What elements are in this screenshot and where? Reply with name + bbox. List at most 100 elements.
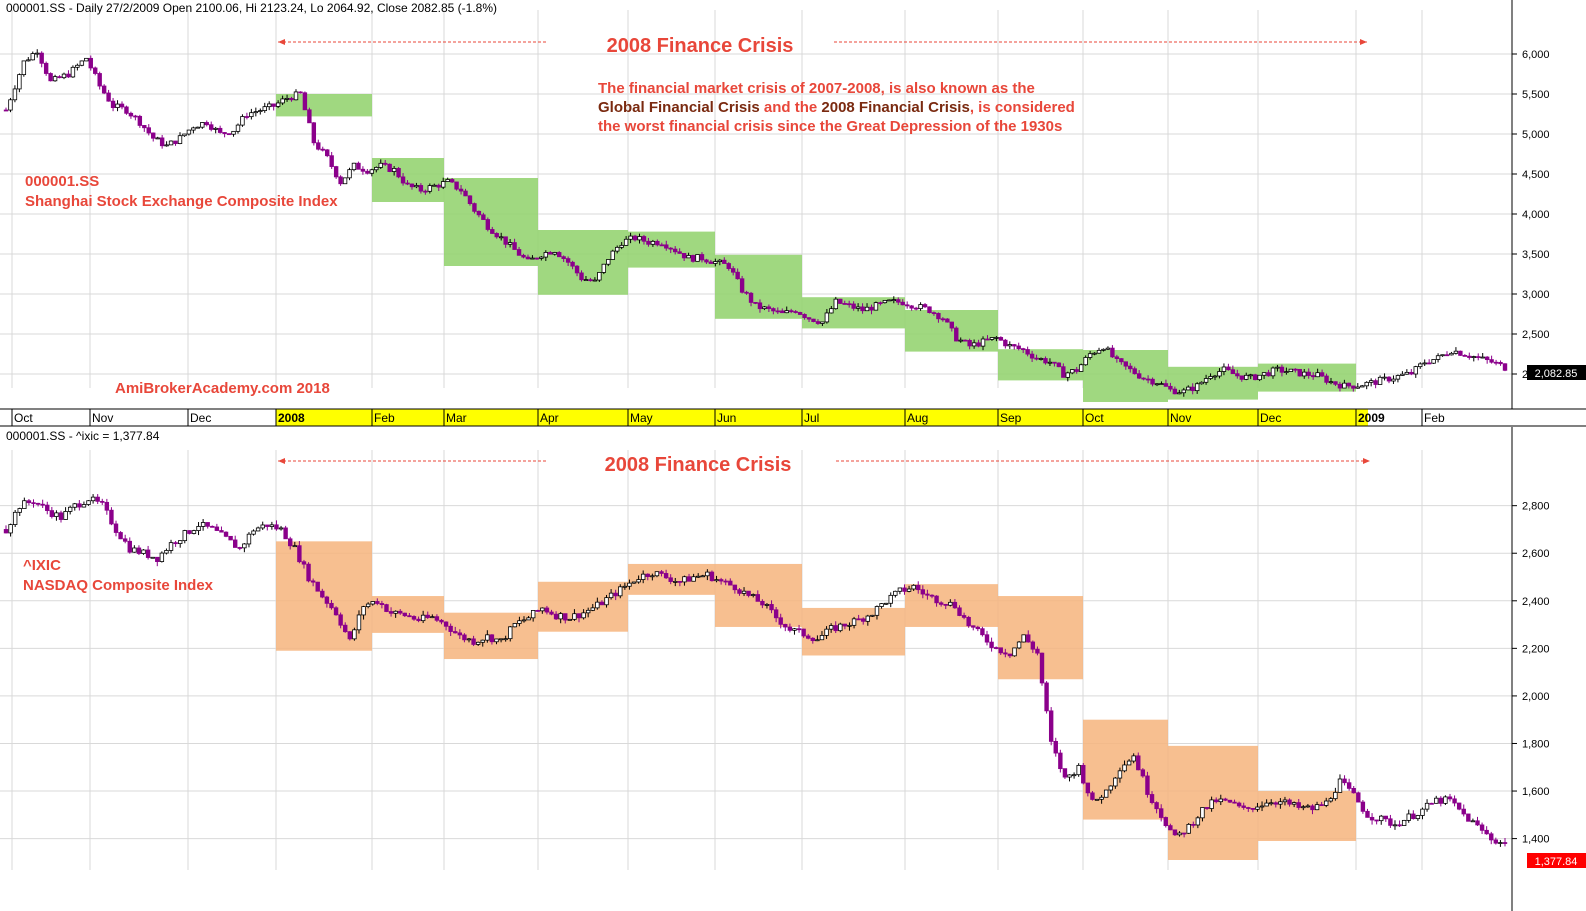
top-candle-body bbox=[1226, 366, 1231, 371]
top-candle-body bbox=[1114, 356, 1120, 359]
top-candle-body bbox=[1498, 361, 1503, 365]
top-month-boxes bbox=[276, 94, 1356, 402]
bottom-candle-body bbox=[861, 618, 866, 622]
bottom-candle-body bbox=[67, 506, 73, 512]
bottom-candle-body bbox=[695, 575, 701, 578]
top-candle-body bbox=[998, 337, 1004, 341]
date-labels: Oct Nov Dec 2008 Feb Mar Apr May Jun Jul Aug Sep Oct… bbox=[11, 409, 1445, 426]
bottom-candle-body bbox=[691, 576, 696, 582]
bottom-candle-body bbox=[819, 635, 825, 641]
top-candle-body bbox=[726, 263, 731, 269]
top-candle-body bbox=[1467, 355, 1472, 358]
bottom-candle-body bbox=[1007, 653, 1013, 657]
bottom-candle-body bbox=[1493, 839, 1499, 844]
top-candle-body bbox=[713, 261, 718, 264]
top-candle-body bbox=[1426, 362, 1432, 365]
top-candle-body bbox=[1123, 361, 1128, 367]
bottom-candle-body bbox=[1360, 801, 1366, 812]
bottom-candle-body bbox=[874, 606, 880, 616]
top-candle-body bbox=[1212, 375, 1218, 378]
top-candle-body bbox=[52, 76, 58, 82]
bottom-candle-body bbox=[1117, 770, 1123, 779]
date-label: Mar bbox=[446, 411, 467, 425]
bottom-candle-body bbox=[773, 609, 779, 619]
bottom-candle-body bbox=[1044, 682, 1049, 712]
top-candle-body bbox=[1346, 382, 1352, 387]
bottom-candle-body bbox=[585, 609, 591, 614]
top-candle-body bbox=[1315, 372, 1320, 378]
top-candle-body bbox=[1016, 345, 1021, 350]
bottom-title: 2008 Finance Crisis bbox=[605, 454, 792, 476]
bottom-candle-body bbox=[265, 524, 270, 527]
top-candle-body bbox=[97, 73, 102, 87]
bottom-grid bbox=[0, 450, 1512, 870]
top-candle-body bbox=[878, 302, 883, 305]
top-candle-body bbox=[985, 338, 990, 341]
bottom-candle-body bbox=[17, 508, 22, 513]
description-line-2-end: , is considered bbox=[970, 99, 1075, 116]
top-candle-body bbox=[159, 137, 165, 147]
top-candle-body bbox=[57, 76, 62, 79]
bottom-candle-body bbox=[824, 628, 829, 636]
top-candle-body bbox=[588, 279, 593, 282]
bottom-candle-body bbox=[1021, 634, 1026, 643]
top-candle-body bbox=[1471, 356, 1476, 358]
bottom-candle-body bbox=[870, 614, 875, 617]
bottom-candle-body bbox=[466, 638, 472, 641]
bottom-y-tick-label: 1,600 bbox=[1522, 786, 1550, 798]
top-candle-body bbox=[476, 210, 482, 216]
bottom-candle-body bbox=[462, 634, 467, 641]
bottom-candle-body bbox=[1122, 764, 1127, 772]
top-candle-body bbox=[1136, 373, 1142, 379]
bottom-candle-body bbox=[365, 603, 371, 608]
top-candle-body bbox=[110, 100, 116, 108]
top-candle-body bbox=[374, 166, 379, 171]
bottom-candle-body bbox=[563, 613, 568, 621]
bottom-candle-body bbox=[640, 573, 646, 580]
top-index-name: Shanghai Stock Exchange Composite Index bbox=[25, 193, 338, 210]
date-label: Apr bbox=[540, 411, 559, 425]
bottom-candle-body bbox=[1383, 815, 1389, 820]
top-candle-body bbox=[1003, 339, 1008, 347]
bottom-candle-body bbox=[1090, 792, 1095, 800]
top-candle-body bbox=[338, 176, 343, 185]
top-candle-body bbox=[1007, 344, 1012, 347]
bottom-candle-body bbox=[411, 616, 417, 620]
bottom-candle-body bbox=[1255, 806, 1260, 810]
bottom-candle-body bbox=[159, 552, 165, 562]
bottom-candle-body bbox=[1324, 800, 1329, 806]
top-y-tick-label: 5,000 bbox=[1522, 129, 1550, 141]
top-candle-body bbox=[1310, 375, 1316, 378]
bottom-candle-body bbox=[787, 626, 793, 631]
top-candle-body bbox=[35, 52, 40, 55]
top-candle-body bbox=[151, 132, 156, 139]
bottom-candle-body bbox=[1126, 760, 1132, 766]
bottom-candles bbox=[3, 494, 1508, 847]
top-candle-body bbox=[659, 244, 665, 247]
bottom-candle-body bbox=[164, 550, 169, 554]
watermark: AmiBrokerAcademy.com 2018 bbox=[115, 380, 330, 397]
bottom-candle-body bbox=[590, 607, 595, 611]
top-candle-body bbox=[1061, 366, 1066, 378]
top-candle-body bbox=[860, 306, 865, 312]
bottom-candle-body bbox=[95, 496, 100, 502]
top-candle-body bbox=[1395, 375, 1401, 380]
bottom-candle-body bbox=[485, 634, 490, 641]
top-candle-body bbox=[101, 85, 107, 94]
top-candle-body bbox=[235, 124, 241, 132]
top-candle-body bbox=[351, 162, 357, 171]
bottom-candle-body bbox=[833, 625, 838, 632]
top-candle-body bbox=[378, 162, 383, 168]
top-candle-body bbox=[829, 308, 834, 314]
top-candle-body bbox=[1337, 383, 1343, 389]
top-candle-body bbox=[1462, 354, 1468, 357]
top-candle-body bbox=[994, 337, 999, 339]
bottom-candle-body bbox=[1489, 833, 1494, 841]
date-label: May bbox=[630, 411, 653, 425]
top-candle-body bbox=[1360, 385, 1365, 388]
bottom-candle-body bbox=[1310, 805, 1315, 811]
top-candle-body bbox=[258, 110, 263, 113]
top-candle-body bbox=[516, 249, 522, 256]
bottom-candle-body bbox=[1236, 802, 1242, 807]
top-candle-body bbox=[1181, 389, 1186, 394]
